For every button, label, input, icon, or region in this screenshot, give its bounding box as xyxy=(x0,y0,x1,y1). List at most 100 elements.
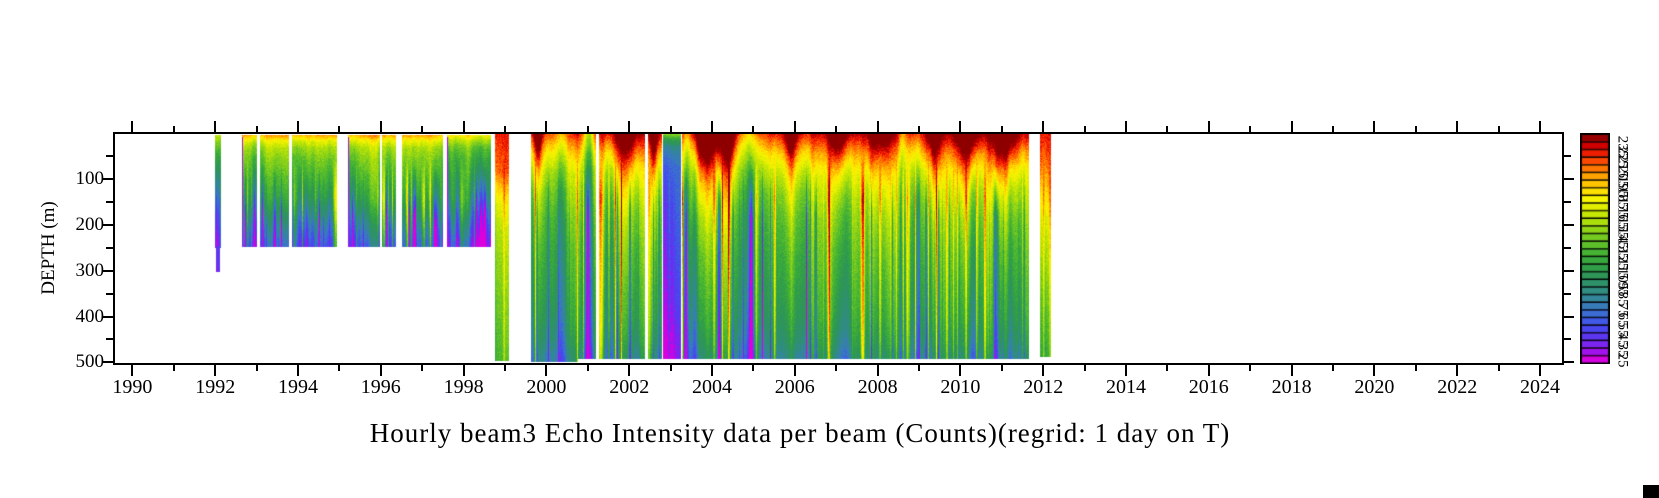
y-major-tick-right xyxy=(1564,178,1574,181)
colorbar-canvas xyxy=(1580,133,1610,364)
x-major-tick-top xyxy=(1539,121,1541,132)
x-minor-tick xyxy=(338,363,341,371)
x-minor-tick-top xyxy=(255,126,258,132)
y-minor-tick-right xyxy=(1564,155,1571,158)
x-tick-label: 1998 xyxy=(443,376,484,398)
x-minor-tick-top xyxy=(1249,126,1252,132)
x-minor-tick-top xyxy=(421,126,424,132)
x-major-tick-top xyxy=(131,121,134,132)
x-major-tick xyxy=(959,363,962,376)
x-tick-label: 2022 xyxy=(1437,376,1478,398)
x-minor-tick-top xyxy=(1332,126,1334,132)
x-major-tick-top xyxy=(1125,121,1127,132)
y-major-tick-right xyxy=(1564,224,1574,226)
x-minor-tick-top xyxy=(918,126,920,132)
x-minor-tick-top xyxy=(172,126,175,132)
x-tick-label: 2012 xyxy=(1023,376,1064,398)
x-major-tick xyxy=(793,363,796,376)
y-minor-tick xyxy=(106,201,113,204)
x-minor-tick xyxy=(255,363,258,371)
y-major-tick-right xyxy=(1564,269,1574,272)
x-major-tick-top xyxy=(1456,121,1459,132)
y-minor-tick-right xyxy=(1564,246,1571,249)
x-major-tick-top xyxy=(462,121,465,132)
x-tick-label: 1996 xyxy=(360,376,401,398)
x-tick-label: 2002 xyxy=(609,376,650,398)
x-minor-tick xyxy=(752,363,755,371)
x-minor-tick-top xyxy=(1497,126,1500,132)
x-minor-tick-top xyxy=(752,126,755,132)
y-major-tick xyxy=(102,224,113,226)
x-minor-tick xyxy=(504,363,506,371)
x-minor-tick xyxy=(1332,363,1334,371)
x-minor-tick xyxy=(586,363,589,371)
x-major-tick xyxy=(711,363,713,376)
x-major-tick xyxy=(131,363,134,376)
x-tick-label: 1994 xyxy=(278,376,318,398)
x-major-tick xyxy=(1207,363,1210,376)
x-major-tick-top xyxy=(876,121,879,132)
x-major-tick-top xyxy=(1290,121,1293,132)
x-tick-label: 2010 xyxy=(940,376,981,398)
x-minor-tick-top xyxy=(835,126,838,132)
x-minor-tick-top xyxy=(669,126,672,132)
x-major-tick xyxy=(628,363,631,376)
plot-border xyxy=(113,132,1564,365)
x-major-tick xyxy=(1042,363,1045,376)
y-minor-tick xyxy=(106,246,113,249)
y-major-tick xyxy=(102,178,113,181)
y-major-tick xyxy=(102,269,113,272)
x-major-tick xyxy=(1539,363,1541,376)
x-tick-label: 2008 xyxy=(857,376,898,398)
y-minor-tick-right xyxy=(1564,201,1571,204)
x-major-tick xyxy=(214,363,217,376)
x-minor-tick xyxy=(1497,363,1500,371)
x-major-tick-top xyxy=(628,121,631,132)
x-minor-tick xyxy=(918,363,920,371)
x-minor-tick-top xyxy=(1000,126,1003,132)
x-minor-tick xyxy=(421,363,424,371)
colorbar-tick-label: 25 xyxy=(1614,352,1631,368)
x-minor-tick-top xyxy=(586,126,589,132)
x-tick-label: 2018 xyxy=(1271,376,1312,398)
x-tick-label: 2024 xyxy=(1520,376,1560,398)
x-minor-tick-top xyxy=(1083,126,1086,132)
y-minor-tick xyxy=(106,292,113,295)
x-minor-tick-top xyxy=(1414,126,1417,132)
x-minor-tick xyxy=(1166,363,1169,371)
y-tick-label: 500 xyxy=(75,351,105,373)
x-major-tick-top xyxy=(711,121,713,132)
x-major-tick-top xyxy=(1373,121,1376,132)
x-minor-tick xyxy=(172,363,175,371)
x-major-tick xyxy=(462,363,465,376)
x-major-tick xyxy=(545,363,548,376)
y-minor-tick xyxy=(106,338,113,341)
x-minor-tick xyxy=(1414,363,1417,371)
x-major-tick xyxy=(379,363,382,376)
x-major-tick-top xyxy=(214,121,217,132)
y-tick-label: 200 xyxy=(75,214,105,235)
cursor-block xyxy=(1643,485,1659,498)
x-major-tick-top xyxy=(793,121,796,132)
y-major-tick-right xyxy=(1564,361,1574,364)
x-major-tick-top xyxy=(545,121,548,132)
x-tick-label: 2000 xyxy=(526,376,567,398)
x-tick-label: 2020 xyxy=(1354,376,1395,398)
x-major-tick xyxy=(297,363,299,376)
x-minor-tick xyxy=(1000,363,1003,371)
y-minor-tick-right xyxy=(1564,292,1571,295)
heatmap-canvas xyxy=(115,134,1562,363)
x-minor-tick xyxy=(1083,363,1086,371)
x-tick-label: 2014 xyxy=(1106,376,1146,398)
x-major-tick xyxy=(1125,363,1127,376)
x-tick-label: 2016 xyxy=(1188,376,1229,398)
x-tick-label: 1992 xyxy=(195,376,236,398)
x-major-tick-top xyxy=(379,121,382,132)
x-minor-tick-top xyxy=(504,126,506,132)
x-tick-label: 2004 xyxy=(692,376,732,398)
y-major-tick xyxy=(102,315,113,318)
y-tick-label: 100 xyxy=(75,168,105,190)
y-minor-tick-right xyxy=(1564,338,1571,341)
x-minor-tick-top xyxy=(338,126,341,132)
x-minor-tick xyxy=(669,363,672,371)
